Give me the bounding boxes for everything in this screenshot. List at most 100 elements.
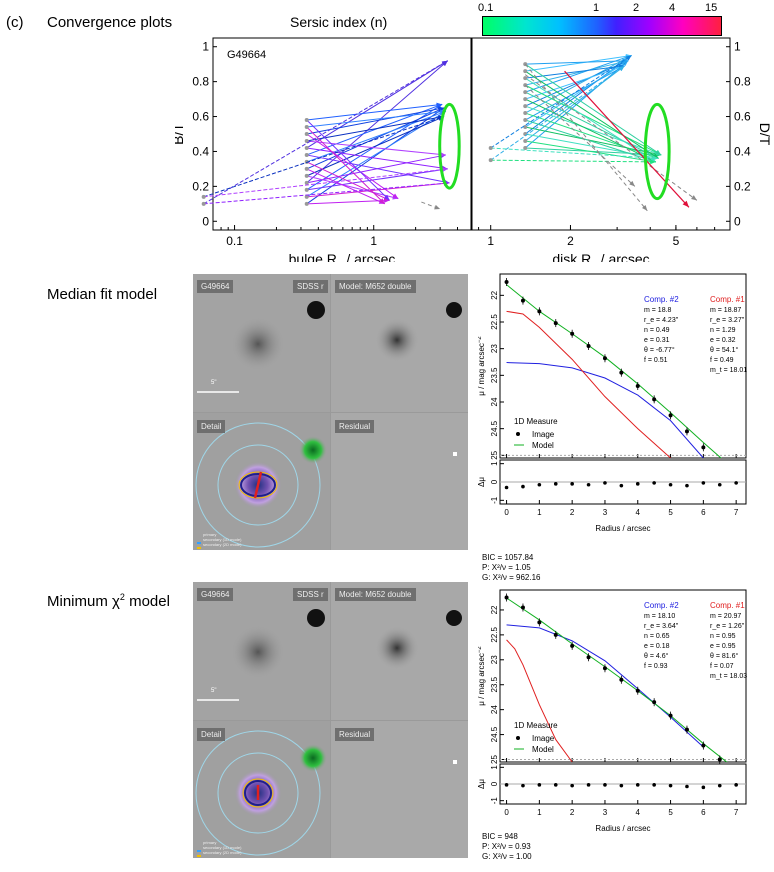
start-point [523, 111, 528, 116]
convergence-arrow [306, 133, 399, 199]
legend-title: 1D Measure [514, 721, 558, 730]
residual-point [685, 483, 689, 488]
comp2-title: Comp. #2 [644, 601, 679, 610]
y-axis-label: D/T [757, 123, 773, 146]
y-tick-label: 0 [202, 214, 209, 228]
residual-point [619, 483, 624, 488]
colorbar-tick: 15 [705, 2, 718, 14]
comp2-param: f = 0.93 [644, 663, 668, 670]
comp2-title: Comp. #2 [644, 295, 679, 304]
residual-point [635, 783, 640, 787]
arrow-head [434, 204, 441, 210]
residual-point [635, 482, 640, 486]
x-tick-label: 1 [370, 234, 377, 248]
convergence-arrow [490, 159, 656, 163]
comp1-param: m_t = 18.01 [710, 367, 747, 374]
gray-arrow [524, 63, 648, 212]
comp1-param: θ = 81.6° [710, 652, 738, 660]
start-point [304, 201, 309, 206]
x-tick-label: 2 [570, 508, 575, 517]
image-point [717, 757, 722, 762]
arrow-head [622, 58, 629, 64]
convergence-arrow [306, 161, 390, 201]
arrow-head [655, 149, 662, 155]
image-point [520, 298, 525, 303]
y-tick-label: 23.5 [490, 367, 499, 383]
band-tag: SDSS r [293, 588, 328, 601]
x-axis-label: Radius / arcsec [595, 824, 650, 832]
profile-frame [499, 589, 747, 763]
x-axis-label: bulge Re / arcsec [289, 251, 396, 262]
x-axis-label: disk Re / arcsec [552, 251, 649, 262]
comp2-param: m = 18.10 [644, 613, 675, 620]
residual-point [685, 784, 689, 789]
start-point [488, 145, 493, 150]
residual-point [553, 783, 558, 787]
convergence-arrow [525, 133, 659, 159]
convergence-arrow [525, 119, 657, 163]
resid-tick-label: 1 [490, 765, 499, 770]
image-point [652, 397, 657, 402]
y-tick-label: 0.6 [192, 110, 209, 124]
gray-arrow [524, 74, 698, 201]
image-point [602, 666, 607, 671]
colorbar-tick: 1 [593, 2, 600, 14]
comp1-param: m = 20.97 [710, 613, 741, 620]
start-point [304, 118, 309, 123]
comp1-title: Comp. #1 [710, 601, 745, 610]
comp1-param: n = 0.95 [710, 633, 736, 640]
resid-tick-label: 1 [490, 461, 499, 466]
residual-point [504, 783, 509, 787]
image-point [504, 595, 509, 600]
arrow-head [652, 155, 659, 161]
uncertainty-ellipse [643, 102, 671, 201]
y-tick-label: 24.5 [490, 726, 499, 742]
comp2-param: n = 0.49 [644, 327, 670, 334]
residual-point [734, 783, 738, 787]
image-point [619, 370, 624, 375]
start-point [523, 138, 528, 143]
convergence-arrow [525, 65, 625, 79]
colorbar-tick: 0.1 [478, 2, 494, 14]
image-point [635, 384, 640, 388]
x-tick-label: 2 [567, 234, 574, 248]
start-point [523, 104, 528, 109]
start-point [201, 201, 206, 206]
comp1-curve [506, 639, 573, 762]
y-tick-label: 0.8 [192, 75, 209, 89]
galaxy-tag: G49664 [197, 588, 234, 601]
comp2-param: e = 0.31 [644, 337, 670, 344]
convergence-arrow [490, 65, 625, 161]
arrow-head [618, 65, 625, 72]
arrow-head [441, 167, 448, 172]
start-point [201, 194, 206, 199]
y-tick-label: 25 [490, 755, 499, 764]
convergence-arrow [306, 119, 390, 201]
image-point [701, 445, 706, 450]
comp2-param: f = 0.51 [644, 357, 668, 364]
y-tick-label: 24 [490, 705, 499, 714]
plot-frame [212, 37, 472, 231]
arrow-head [438, 106, 445, 112]
convergence-arrow [306, 168, 448, 191]
convergence-arrow [490, 147, 659, 159]
x-tick-label: 3 [603, 808, 608, 817]
y-tick-label: 0 [734, 214, 741, 228]
y-tick-label: 22 [490, 605, 499, 614]
comp2-param: θ = -6.77° [644, 346, 675, 354]
legend-image-label: Image [532, 734, 555, 743]
y-tick-label: 22.5 [490, 314, 499, 330]
start-point [304, 173, 309, 178]
x-tick-label: 4 [636, 508, 641, 517]
convergence-arrow [306, 154, 450, 184]
residual-point [521, 783, 525, 788]
minchi-image-mosaic: G49664 SDSS r Model: M652 double Detail … [193, 582, 468, 858]
colorbar-tick: 4 [669, 2, 676, 14]
convergence-arrow [525, 60, 629, 65]
comp1-title: Comp. #1 [710, 295, 745, 304]
comp2-param: m = 18.8 [644, 307, 672, 314]
residual-point [603, 481, 607, 485]
convergence-arrow [306, 60, 448, 149]
y-axis-label: B/T [175, 123, 186, 145]
